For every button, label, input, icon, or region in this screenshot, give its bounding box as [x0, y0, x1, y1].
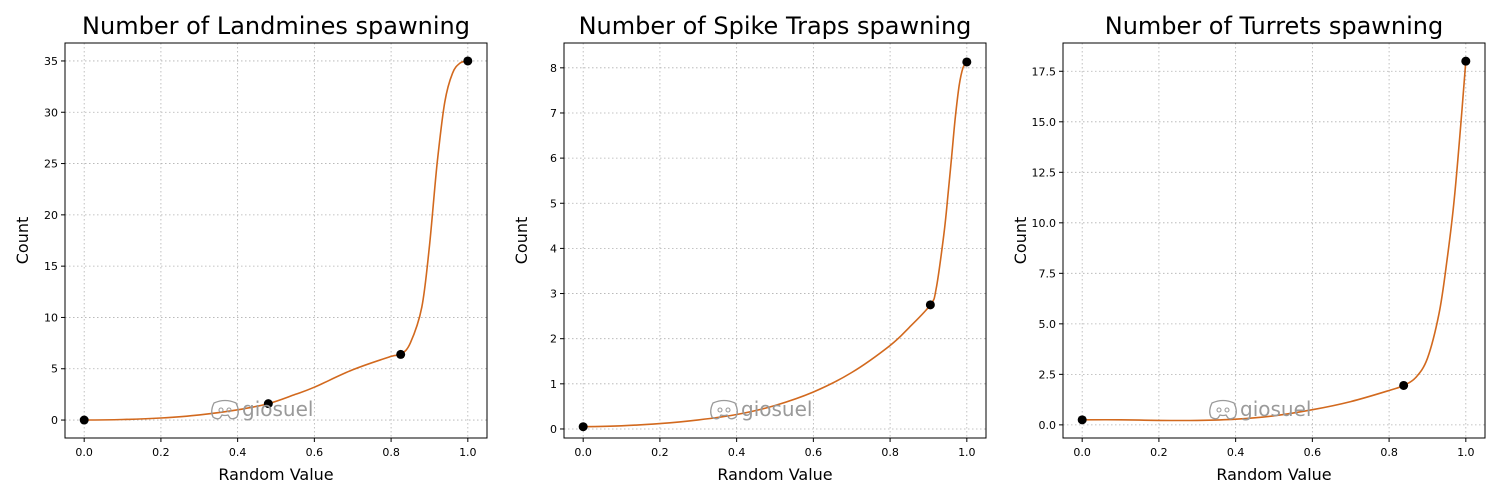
x-tick-label: 0.4	[728, 446, 746, 459]
ticks: 0.0 0.2 0.4 0.6 0.8 1.0 0 5 10 15 20 25 30 35	[44, 55, 477, 459]
y-tick-label: 7	[550, 107, 557, 120]
y-tick-label: 5	[51, 363, 58, 376]
x-tick-label: 1.0	[958, 446, 976, 459]
y-tick-label: 25	[44, 158, 58, 171]
y-tick-label: 8	[550, 62, 557, 75]
y-tick-label: 15.0	[1032, 116, 1057, 129]
keyframe-point	[1399, 380, 1409, 390]
keyframe-markers	[79, 56, 473, 425]
x-axis-label: Random Value	[717, 465, 832, 484]
grid	[1063, 43, 1485, 438]
grid	[65, 43, 487, 438]
watermark: giosuel	[710, 397, 812, 421]
y-tick-label: 3	[550, 288, 557, 301]
keyframe-point	[263, 399, 273, 409]
y-tick-label: 0.0	[1039, 419, 1057, 432]
chart-title: Number of Spike Traps spawning	[579, 12, 972, 40]
y-tick-label: 30	[44, 106, 58, 119]
x-tick-label: 0.8	[382, 446, 400, 459]
y-tick-label: 7.5	[1039, 267, 1057, 280]
x-tick-label: 0.0	[75, 446, 93, 459]
y-tick-label: 6	[550, 152, 557, 165]
spawn-curve	[84, 60, 468, 421]
ticks: 0.0 0.2 0.4 0.6 0.8 1.0 0.0 2.5 5.0 7.5 10.0 12.5 15…	[1032, 65, 1475, 459]
grid	[564, 43, 986, 438]
x-axis-label: Random Value	[1216, 465, 1331, 484]
ticks: 0.0 0.2 0.4 0.6 0.8 1.0 0 1 2 3 4 5 6 7 8	[550, 62, 976, 459]
y-tick-label: 0	[550, 423, 557, 436]
keyframe-markers	[578, 57, 972, 432]
keyframe-point	[1077, 415, 1087, 425]
y-tick-label: 5.0	[1039, 318, 1057, 331]
keyframe-point	[1461, 56, 1471, 66]
x-tick-label: 0.6	[805, 446, 823, 459]
y-tick-label: 35	[44, 55, 58, 68]
y-axis-label: Count	[512, 217, 531, 265]
watermark-text: giosuel	[741, 397, 812, 421]
y-tick-label: 17.5	[1032, 65, 1057, 78]
x-tick-label: 0.8	[881, 446, 899, 459]
discord-icon	[710, 399, 738, 420]
keyframe-point	[925, 300, 935, 310]
x-tick-label: 0.0	[574, 446, 592, 459]
watermark-text: giosuel	[1240, 397, 1311, 421]
x-tick-label: 0.4	[229, 446, 247, 459]
discord-icon	[1209, 399, 1237, 420]
y-tick-label: 12.5	[1032, 166, 1057, 179]
x-axis-label: Random Value	[218, 465, 333, 484]
keyframe-point	[79, 415, 89, 425]
y-tick-label: 5	[550, 197, 557, 210]
y-tick-label: 10.0	[1032, 217, 1057, 230]
chart-title: Number of Turrets spawning	[1105, 12, 1444, 40]
y-tick-label: 2	[550, 333, 557, 346]
x-tick-label: 1.0	[459, 446, 477, 459]
spawn-curve	[1082, 61, 1467, 422]
chart-title: Number of Landmines spawning	[82, 12, 470, 40]
x-tick-label: 0.2	[1150, 446, 1168, 459]
watermark-text: giosuel	[242, 397, 313, 421]
y-tick-label: 0	[51, 414, 58, 427]
keyframe-point	[396, 349, 406, 359]
keyframe-point	[463, 56, 473, 66]
plot-frame	[563, 42, 987, 439]
y-axis-label: Count	[13, 217, 32, 265]
x-tick-label: 0.4	[1227, 446, 1245, 459]
chart-turrets: Number of Turrets spawning Random Value …	[1011, 12, 1486, 484]
y-axis-label: Count	[1011, 217, 1030, 265]
plot-frame	[1062, 42, 1486, 439]
keyframe-point	[578, 422, 588, 432]
x-tick-label: 0.8	[1380, 446, 1398, 459]
y-tick-label: 4	[550, 242, 557, 255]
y-tick-label: 10	[44, 311, 58, 324]
keyframe-markers	[1077, 56, 1471, 425]
discord-icon	[211, 399, 239, 420]
plot-frame	[64, 42, 488, 439]
y-tick-label: 20	[44, 209, 58, 222]
x-tick-label: 0.2	[152, 446, 170, 459]
x-tick-label: 0.6	[306, 446, 324, 459]
keyframe-point	[962, 57, 972, 67]
chart-landmines: Number of Landmines spawning Random Valu…	[13, 12, 488, 484]
x-tick-label: 0.6	[1304, 446, 1322, 459]
watermark: giosuel	[1209, 397, 1311, 421]
y-tick-label: 15	[44, 260, 58, 273]
x-tick-label: 0.2	[651, 446, 669, 459]
spawn-curve	[583, 61, 968, 428]
watermark: giosuel	[211, 397, 313, 421]
chart-spike-traps: Number of Spike Traps spawning Random Va…	[512, 12, 987, 484]
y-tick-label: 2.5	[1039, 368, 1057, 381]
x-tick-label: 1.0	[1457, 446, 1475, 459]
x-tick-label: 0.0	[1073, 446, 1091, 459]
y-tick-label: 1	[550, 378, 557, 391]
